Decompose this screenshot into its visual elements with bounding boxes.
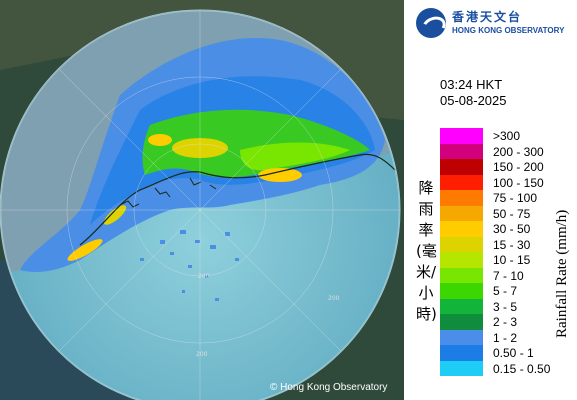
legend-item: 3 - 5 — [440, 298, 570, 314]
radar-map-image: 200 200 200 — [0, 0, 404, 400]
legend-item: 15 - 30 — [440, 236, 570, 252]
legend-label: 3 - 5 — [493, 299, 518, 314]
legend-swatch — [440, 159, 483, 175]
legend-label: 30 - 50 — [493, 222, 531, 236]
legend-label: 0.15 - 0.50 — [493, 361, 551, 376]
legend-swatch — [440, 314, 483, 330]
rain-yellow-green — [240, 142, 350, 171]
legend-item: 1 - 2 — [440, 329, 570, 345]
org-name-zh: 香港天文台 — [452, 10, 523, 24]
legend-label: 0.50 - 1 — [493, 346, 534, 360]
legend-panel: 香港天文台 HONG KONG OBSERVATORY 03:24 HKT 05… — [404, 0, 577, 400]
legend-label: 5 - 7 — [493, 284, 518, 298]
legend-label: 100 - 150 — [493, 175, 544, 190]
legend-item: 2 - 3 — [440, 314, 570, 330]
legend-swatch — [440, 236, 483, 252]
legend-item: 150 - 200 — [440, 159, 570, 175]
rain-core-3 — [148, 134, 172, 146]
legend-title-en: Rainfall Rate (mm/h) — [554, 209, 570, 338]
legend-swatch — [440, 329, 483, 345]
legend-item: 50 - 75 — [440, 205, 570, 221]
legend-swatch — [440, 205, 483, 221]
legend-swatch — [440, 360, 483, 376]
legend-swatch — [440, 267, 483, 283]
coverage-edge — [0, 9, 401, 400]
legend-label: 1 - 2 — [493, 330, 518, 345]
legend-swatch — [440, 252, 483, 268]
legend-swatch — [440, 128, 483, 144]
legend-item: 200 - 300 — [440, 143, 570, 159]
legend-item: 0.15 - 0.50 — [440, 360, 570, 376]
legend-label: 75 - 100 — [493, 191, 538, 205]
radar-map: 200 200 200 © Hong Kong Observatory — [0, 0, 404, 400]
legend-swatch — [440, 143, 483, 159]
legend-label: 150 - 200 — [493, 160, 544, 174]
legend-item: 10 - 15 — [440, 252, 570, 268]
rain-core-4 — [67, 239, 103, 261]
legend-item: 100 - 150 — [440, 174, 570, 190]
hko-logo-icon — [416, 8, 446, 38]
legend-swatch — [440, 298, 483, 314]
legend-swatch — [440, 283, 483, 299]
hko-logo: 香港天文台 HONG KONG OBSERVATORY — [414, 6, 574, 40]
legend-item: 30 - 50 — [440, 221, 570, 237]
range-rings — [0, 10, 400, 400]
org-name-en: HONG KONG OBSERVATORY — [452, 26, 565, 35]
legend-item: 75 - 100 — [440, 190, 570, 206]
legend-label: 10 - 15 — [493, 253, 531, 267]
range-label-inner: 200 — [198, 273, 210, 280]
rain-core-2 — [258, 168, 302, 182]
timestamp-date: 05-08-2025 — [440, 93, 507, 108]
rainfall-legend: >300 200 - 300 150 - 200 100 - 150 75 - 100 5… — [440, 128, 570, 376]
timestamp-time: 03:24 HKT — [440, 77, 503, 92]
legend-label: 2 - 3 — [493, 315, 518, 329]
legend-item: 7 - 10 — [440, 267, 570, 283]
copyright-text: © Hong Kong Observatory — [270, 382, 388, 393]
legend-label: 15 - 30 — [493, 237, 531, 252]
legend-swatch — [440, 345, 483, 361]
coastline — [79, 153, 396, 246]
legend-title-zh: 降雨率(毫米/小時) — [416, 179, 437, 323]
legend-label: >300 — [493, 129, 521, 143]
islands — [119, 177, 217, 208]
scattered-cells — [140, 230, 239, 301]
legend-swatch — [440, 190, 483, 206]
radar-coverage — [0, 10, 400, 400]
range-label-south: 200 — [196, 351, 208, 358]
legend-item: 0.50 - 1 — [440, 345, 570, 361]
legend-label: 200 - 300 — [493, 144, 544, 159]
legend-item: 5 - 7 — [440, 283, 570, 299]
range-label-east: 200 — [328, 295, 340, 302]
legend-swatch — [440, 174, 483, 190]
legend-item: >300 — [440, 128, 570, 144]
legend-label: 7 - 10 — [493, 268, 524, 283]
legend-swatch — [440, 221, 483, 237]
legend-label: 50 - 75 — [493, 206, 531, 221]
